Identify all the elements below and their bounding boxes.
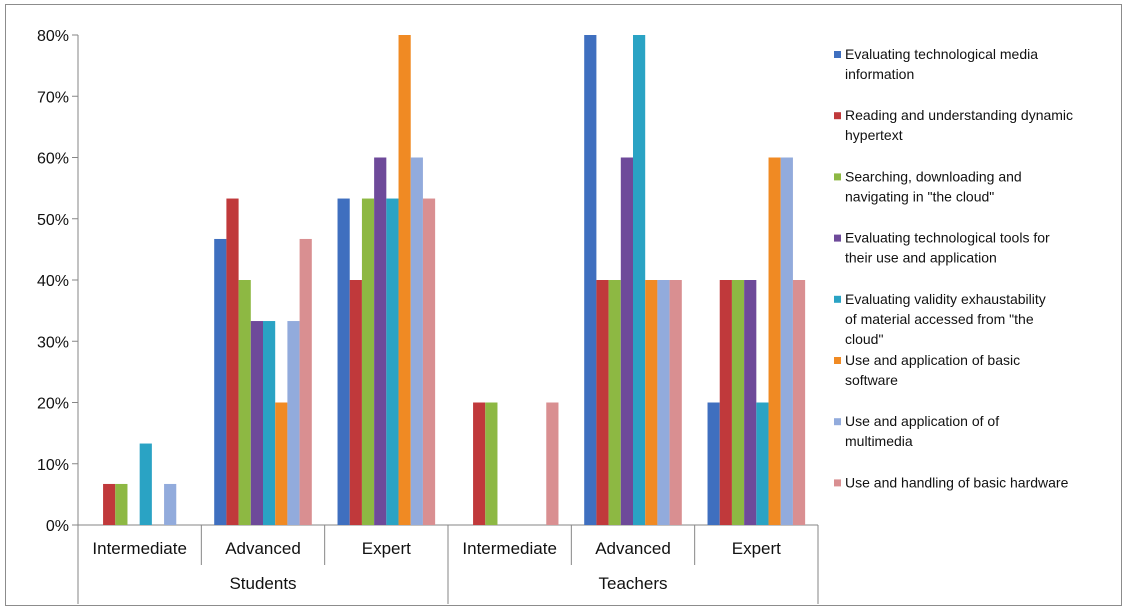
- y-tick-label: 10%: [37, 457, 69, 474]
- legend-entry-label: their use and application: [845, 250, 997, 266]
- legend-entry-label: navigating in "the cloud": [845, 188, 994, 204]
- y-tick-label: 60%: [37, 151, 69, 168]
- bar: [596, 280, 609, 525]
- bar: [386, 198, 399, 526]
- bar: [349, 280, 362, 525]
- bar: [164, 483, 177, 525]
- legend-swatch: [834, 173, 841, 181]
- legend-entry-label: information: [845, 66, 914, 82]
- x-category-label: Advanced: [225, 539, 301, 558]
- y-tick-label: 0%: [46, 518, 69, 535]
- bar: [792, 280, 806, 525]
- bar: [287, 321, 300, 525]
- legend-swatch: [834, 295, 841, 303]
- bar: [485, 402, 498, 525]
- bar: [707, 402, 720, 525]
- legend-entry-label: Evaluating technological tools for: [845, 230, 1050, 246]
- legend-swatch: [834, 51, 841, 58]
- bar: [744, 280, 757, 525]
- bar: [608, 280, 621, 525]
- bar: [299, 238, 312, 525]
- bar: [374, 157, 387, 525]
- y-tick-label: 50%: [37, 212, 69, 229]
- legend-entry-label: Evaluating validity exhaustability: [845, 291, 1046, 307]
- legend-entry-label: Reading and understanding dynamic: [845, 107, 1073, 123]
- bar: [226, 198, 239, 526]
- chart-frame: [5, 4, 1122, 606]
- x-category-label: Advanced: [595, 539, 671, 558]
- y-tick-label: 80%: [37, 28, 69, 45]
- bar: [657, 280, 670, 525]
- legend-entry-label: Evaluating technological media: [845, 46, 1038, 62]
- bar: [139, 443, 152, 525]
- x-category-label: Expert: [732, 539, 781, 558]
- legend-entry-label: Searching, downloading and: [845, 168, 1022, 184]
- legend-entry-label: Use and application of basic: [845, 352, 1020, 368]
- y-tick-label: 30%: [37, 334, 69, 351]
- x-group-label: Students: [229, 574, 296, 593]
- bar: [398, 35, 411, 525]
- bar: [410, 157, 423, 525]
- legend-entry-label: hypertext: [845, 127, 903, 143]
- bar: [214, 238, 227, 525]
- legend-swatch: [834, 479, 841, 487]
- bar: [473, 402, 486, 525]
- legend-swatch: [834, 418, 841, 426]
- bar: [584, 35, 597, 525]
- legend-swatch: [834, 357, 841, 364]
- legend-entry-label: Use and handling of basic hardware: [845, 474, 1069, 490]
- bar: [263, 321, 276, 525]
- x-category-label: Expert: [362, 539, 411, 558]
- bar: [238, 280, 251, 525]
- bar: [719, 280, 732, 525]
- legend-entry-label: of material accessed from "the: [845, 311, 1034, 327]
- y-tick-label: 70%: [37, 89, 69, 106]
- bar: [731, 280, 745, 525]
- bar: [115, 483, 128, 525]
- bar: [250, 321, 263, 525]
- legend-swatch: [834, 234, 841, 242]
- x-category-label: Intermediate: [462, 539, 557, 558]
- legend-entry-label: Use and application of of: [845, 413, 999, 429]
- bar: [633, 35, 646, 525]
- legend-entry-label: software: [845, 372, 898, 388]
- bar: [337, 198, 350, 526]
- x-category-label: Intermediate: [92, 539, 187, 558]
- y-tick-label: 20%: [37, 396, 69, 413]
- bar: [275, 402, 288, 525]
- legend-swatch: [834, 112, 841, 120]
- bar: [669, 280, 682, 525]
- bar: [422, 198, 436, 526]
- x-group-label: Teachers: [599, 574, 668, 593]
- y-tick-label: 40%: [37, 273, 69, 290]
- bar: [768, 157, 781, 525]
- bar: [546, 402, 559, 525]
- bar: [780, 157, 793, 525]
- legend-entry-label: multimedia: [845, 433, 913, 449]
- bar: [645, 280, 658, 525]
- bar: [361, 198, 375, 526]
- bar: [103, 483, 116, 525]
- legend-entry-label: cloud": [845, 331, 883, 347]
- bar: [620, 157, 633, 525]
- bar: [756, 402, 769, 525]
